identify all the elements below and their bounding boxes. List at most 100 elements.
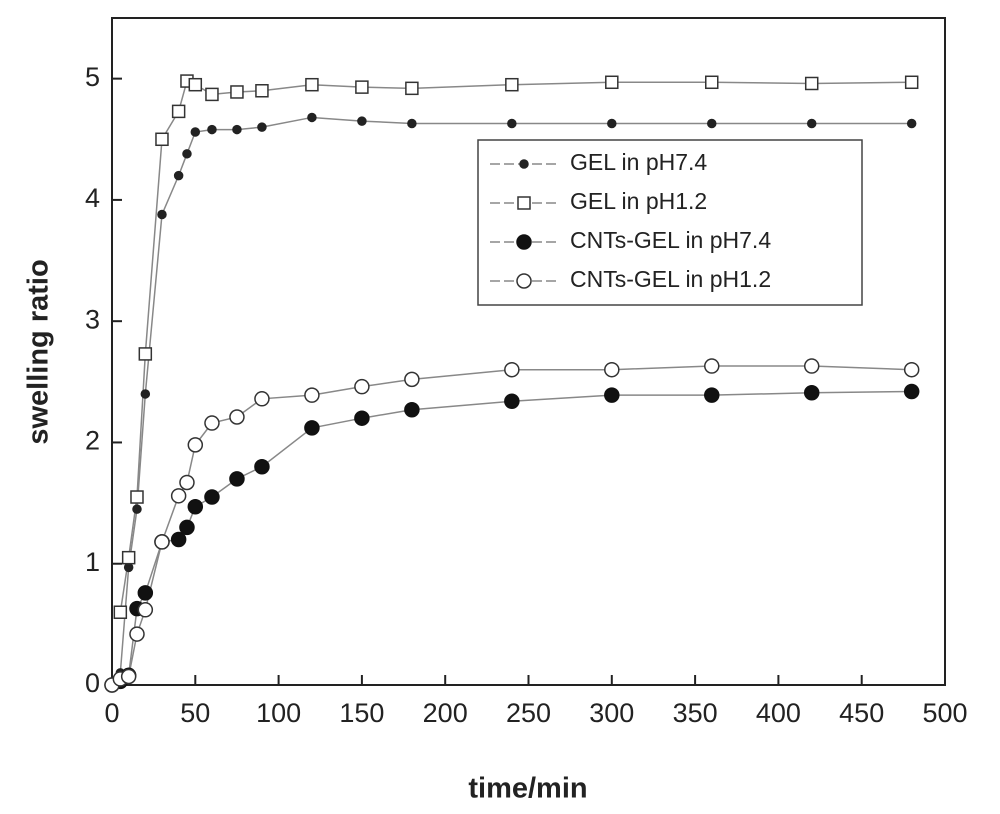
- marker: [903, 383, 920, 400]
- marker: [154, 534, 170, 550]
- marker: [504, 361, 520, 378]
- marker: [173, 170, 184, 181]
- x-tick-label: 0: [104, 698, 119, 728]
- marker: [704, 358, 720, 374]
- marker: [113, 605, 128, 619]
- legend-label: CNTs-GEL in pH7.4: [570, 227, 771, 253]
- marker: [255, 84, 269, 98]
- marker: [407, 118, 417, 129]
- marker: [137, 602, 154, 618]
- marker: [355, 80, 369, 94]
- series-line: [111, 390, 912, 686]
- x-tick-label: 100: [256, 698, 301, 728]
- marker: [140, 389, 151, 399]
- marker: [170, 531, 187, 548]
- marker: [229, 409, 245, 425]
- x-tick-label: 50: [180, 698, 210, 728]
- marker: [507, 118, 517, 129]
- marker: [516, 234, 532, 250]
- marker: [304, 420, 320, 436]
- marker: [188, 77, 203, 92]
- marker: [906, 118, 917, 129]
- marker: [130, 490, 144, 504]
- marker: [121, 550, 136, 565]
- x-tick-label: 250: [506, 698, 551, 728]
- marker: [179, 474, 195, 491]
- x-tick-label: 200: [423, 698, 468, 728]
- y-tick-label: 3: [85, 304, 100, 334]
- x-tick-label: 450: [839, 698, 884, 728]
- x-tick-label: 150: [339, 698, 384, 728]
- y-tick-label: 4: [85, 183, 100, 213]
- legend: GEL in pH7.4 GEL in pH1.2 CNTs-GEL in pH7.…: [477, 139, 863, 306]
- marker: [504, 393, 520, 409]
- marker: [806, 118, 817, 129]
- marker: [604, 387, 620, 403]
- marker: [187, 498, 204, 515]
- y-tick-label: 2: [85, 426, 100, 456]
- marker: [120, 668, 137, 685]
- plot-frame: [111, 17, 946, 686]
- marker: [170, 488, 187, 504]
- marker: [204, 415, 220, 431]
- marker: [357, 116, 367, 126]
- marker: [903, 361, 920, 378]
- marker: [354, 410, 370, 426]
- marker: [204, 489, 220, 505]
- y-tick-label: 0: [85, 668, 100, 698]
- marker: [182, 149, 192, 159]
- y-tick-label: 1: [85, 547, 100, 577]
- marker: [804, 76, 819, 91]
- legend-label: CNTs-GEL in pH1.2: [570, 266, 771, 292]
- marker: [405, 81, 419, 96]
- marker: [904, 75, 919, 90]
- marker: [404, 371, 420, 388]
- x-tick-label: 500: [922, 698, 967, 728]
- marker: [516, 273, 532, 289]
- series-line: [111, 116, 912, 686]
- marker: [205, 87, 219, 102]
- marker: [307, 112, 317, 123]
- marker: [305, 77, 319, 92]
- marker: [190, 127, 201, 137]
- marker: [137, 585, 154, 601]
- legend-box: [477, 139, 863, 306]
- marker: [155, 132, 169, 147]
- marker: [257, 122, 267, 132]
- marker: [304, 387, 320, 403]
- y-tick-label: 5: [85, 62, 100, 92]
- marker: [229, 471, 245, 487]
- marker: [230, 85, 244, 99]
- legend-label: GEL in pH1.2: [570, 188, 707, 214]
- marker: [207, 124, 217, 135]
- marker: [705, 75, 719, 90]
- marker: [519, 159, 529, 169]
- x-tick-label: 400: [756, 698, 801, 728]
- marker: [187, 437, 204, 453]
- marker: [354, 378, 370, 395]
- marker: [707, 118, 717, 129]
- marker: [803, 358, 820, 374]
- marker: [604, 361, 620, 378]
- marker: [607, 118, 617, 129]
- marker: [505, 77, 519, 92]
- marker: [123, 562, 134, 573]
- marker: [132, 504, 142, 514]
- marker: [605, 75, 619, 90]
- marker: [254, 391, 270, 407]
- marker: [803, 384, 820, 401]
- marker: [404, 401, 420, 418]
- marker: [254, 458, 270, 475]
- marker: [704, 387, 720, 403]
- y-axis-title: swelling ratio: [23, 259, 55, 444]
- marker: [179, 519, 195, 536]
- marker: [517, 196, 531, 210]
- x-tick-label: 350: [673, 698, 718, 728]
- marker: [129, 626, 145, 642]
- legend-label: GEL in pH7.4: [570, 149, 707, 175]
- marker: [157, 209, 167, 220]
- marker: [138, 347, 153, 361]
- x-axis-title: time/min: [468, 773, 587, 805]
